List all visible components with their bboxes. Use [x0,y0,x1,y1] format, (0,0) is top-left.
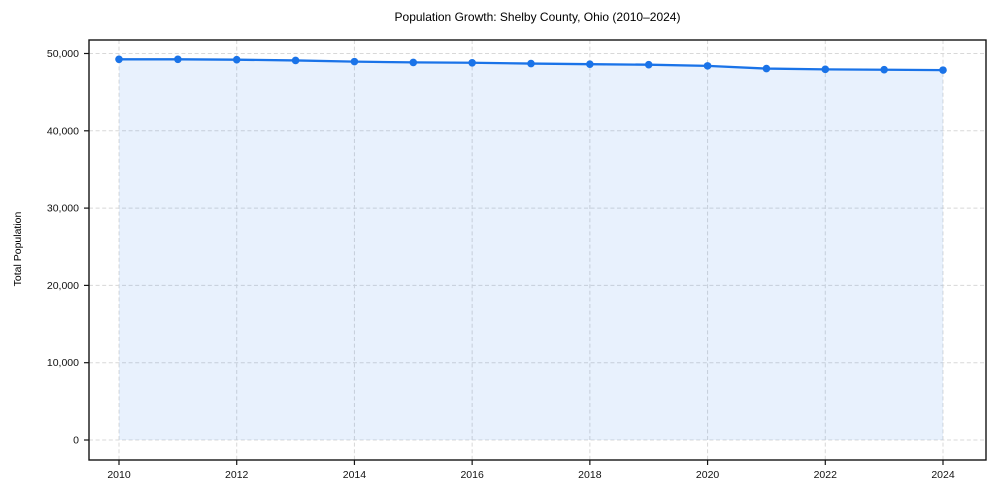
y-tick-label-40000: 40,000 [47,125,79,137]
data-point-2022 [821,65,830,74]
gridlines [89,40,986,460]
x-tick-label-2010: 2010 [107,469,131,481]
x-tick-label-2020: 2020 [696,469,720,481]
data-point-2019 [644,60,653,69]
area-fill [119,59,943,441]
x-tick-label-2012: 2012 [225,469,249,481]
y-tick-label-30000: 30,000 [47,203,79,215]
data-point-2020 [703,62,712,70]
axes [88,39,987,461]
plot-border [88,39,987,461]
x-tick-label-2024: 2024 [931,469,955,481]
y-tick-label-50000: 50,000 [47,48,79,60]
tick-labels: 0 10,000 20,000 30,000 40,000 50,000 2010 2012 2… [47,48,955,481]
data-point-2017 [527,59,535,68]
data-point-2013 [291,56,300,65]
y-tick-label-0: 0 [73,435,79,447]
data-point-2024 [939,66,947,74]
data-point-2010 [115,55,123,64]
x-tick-label-2014: 2014 [343,469,367,481]
x-tick-label-2016: 2016 [460,469,484,481]
data-point-2016 [468,58,476,67]
data-point-2018 [586,60,594,68]
population-area-fill [119,59,943,441]
data-point-2021 [762,64,771,73]
x-tick-label-2022: 2022 [814,469,838,481]
data-point-2015 [409,58,418,67]
y-tick-label-20000: 20,000 [47,280,79,292]
data-point-2014 [350,57,359,66]
chart-title: Population Growth: Shelby County, Ohio (… [394,10,681,24]
data-point-2011 [174,55,182,64]
data-point-2023 [880,65,888,74]
tick-marks [84,52,944,465]
data-point-2012 [232,55,241,64]
x-tick-label-2018: 2018 [578,469,602,481]
data-points [115,55,947,74]
y-tick-label-10000: 10,000 [47,357,79,369]
